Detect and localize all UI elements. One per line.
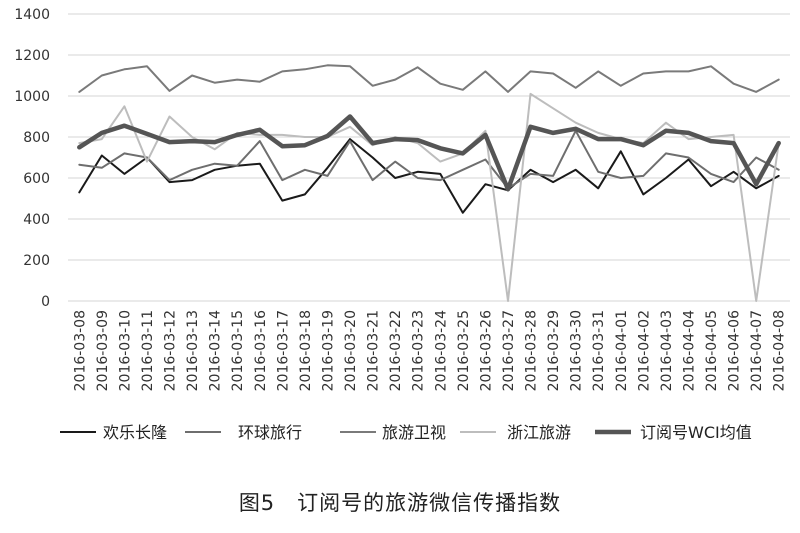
x-tick-label: 2016-03-21 [366,310,382,391]
x-tick-label: 2016-03-20 [343,310,359,391]
series-line [77,114,781,192]
y-tick-label: 600 [23,171,50,187]
x-tick-label: 2016-03-31 [591,310,607,391]
x-tick-label: 2016-03-17 [275,310,291,391]
y-tick-label: 1200 [14,48,50,64]
x-tick-label: 2016-03-26 [478,310,494,391]
x-tick-label: 2016-03-11 [140,310,156,391]
legend: 欢乐长隆 环球旅行 旅游卫视 浙江旅游 订阅号WCI均值 [60,423,752,442]
x-tick-label: 2016-04-04 [681,310,697,391]
x-tick-label: 2016-03-25 [456,310,472,391]
x-tick-label: 2016-03-24 [433,310,449,391]
x-tick-label: 2016-03-15 [230,310,246,391]
y-tick-label: 400 [23,212,50,228]
x-tick-label: 2016-04-05 [704,310,720,391]
x-tick-label: 2016-03-12 [163,310,179,391]
y-tick-label: 1400 [14,7,50,23]
y-tick-label: 0 [41,294,50,310]
x-tick-label: 2016-03-28 [524,310,540,391]
x-tick-label: 2016-03-09 [95,310,111,391]
x-tick-label: 2016-04-01 [614,310,630,391]
y-tick-label: 200 [23,253,50,269]
x-tick-label: 2016-03-08 [72,310,88,391]
series-line [78,92,780,302]
legend-label: 浙江旅游 [507,423,571,442]
x-tick-label: 2016-03-14 [208,310,224,391]
series-line [78,138,780,214]
series-lines [77,64,781,302]
x-tick-label: 2016-03-19 [320,310,336,391]
y-tick-label: 800 [23,130,50,146]
x-tick-label: 2016-03-23 [411,310,427,391]
figure-caption: 图5 订阅号的旅游微信传播指数 [238,491,562,515]
y-tick-label: 1000 [14,89,50,105]
x-tick-label: 2016-03-27 [501,310,517,391]
x-tick-label: 2016-03-30 [569,310,585,391]
x-tick-label: 2016-04-03 [659,310,675,391]
x-axis-ticks: 2016-03-08 2016-03-09 2016-03-10 2016-03-11… [72,310,787,391]
x-tick-label: 2016-04-06 [727,310,743,391]
x-tick-label: 2016-04-08 [772,310,788,391]
x-tick-label: 2016-03-18 [298,310,314,391]
legend-label: 旅游卫视 [382,423,446,442]
series-line [78,64,780,93]
y-axis-ticks: 0 200 400 600 800 1000 1200 1400 [14,7,50,310]
x-tick-label: 2016-03-29 [546,310,562,391]
legend-label: 订阅号WCI均值 [640,423,752,442]
series-line [78,129,780,190]
x-tick-label: 2016-03-22 [388,310,404,391]
legend-label: 环球旅行 [238,423,302,442]
x-tick-label: 2016-04-07 [749,310,765,391]
x-tick-label: 2016-03-16 [253,310,269,391]
x-tick-label: 2016-04-02 [636,310,652,391]
x-tick-label: 2016-03-10 [117,310,133,391]
legend-label: 欢乐长隆 [103,423,167,442]
gridlines [68,13,790,302]
x-tick-label: 2016-03-13 [185,310,201,391]
